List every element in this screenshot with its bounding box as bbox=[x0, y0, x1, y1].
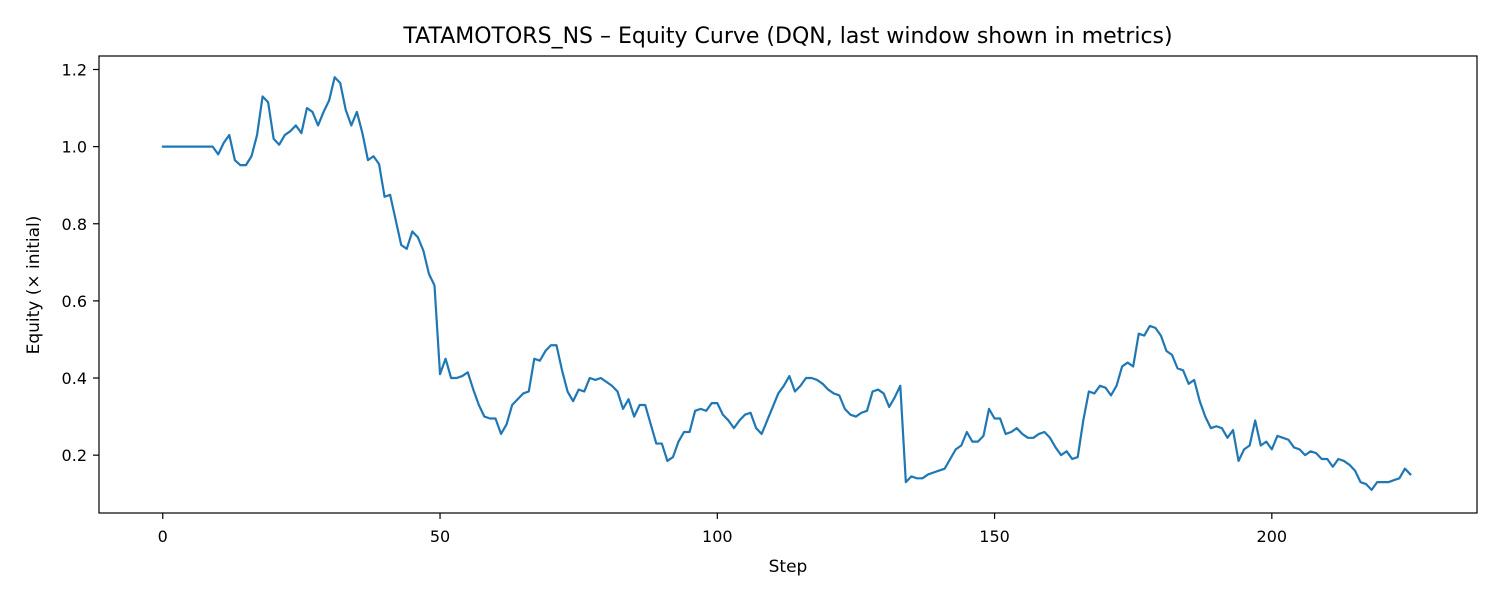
y-tick-label: 1.0 bbox=[62, 138, 87, 157]
y-axis: 0.2 0.4 0.6 0.8 1.0 1.2 bbox=[62, 60, 99, 465]
equity-series-line bbox=[161, 76, 1412, 491]
y-tick-label: 0.8 bbox=[62, 215, 87, 234]
x-tick-label: 0 bbox=[158, 527, 168, 546]
y-tick-label: 0.4 bbox=[62, 369, 87, 388]
x-tick-label: 150 bbox=[979, 527, 1010, 546]
y-axis-label: Equity (× initial) bbox=[24, 216, 44, 355]
x-tick-label: 200 bbox=[1257, 527, 1288, 546]
x-tick-label: 50 bbox=[430, 527, 450, 546]
y-tick-label: 1.2 bbox=[62, 60, 87, 79]
x-axis: 0 50 100 150 200 bbox=[158, 513, 1287, 546]
y-tick-label: 0.2 bbox=[62, 446, 87, 465]
x-axis-label: Step bbox=[769, 557, 808, 577]
x-tick-label: 100 bbox=[702, 527, 733, 546]
plot-area bbox=[161, 76, 1412, 491]
plot-frame bbox=[98, 55, 1478, 514]
chart-title: TATAMOTORS_NS – Equity Curve (DQN, last … bbox=[402, 24, 1172, 49]
y-tick-label: 0.6 bbox=[62, 292, 87, 311]
